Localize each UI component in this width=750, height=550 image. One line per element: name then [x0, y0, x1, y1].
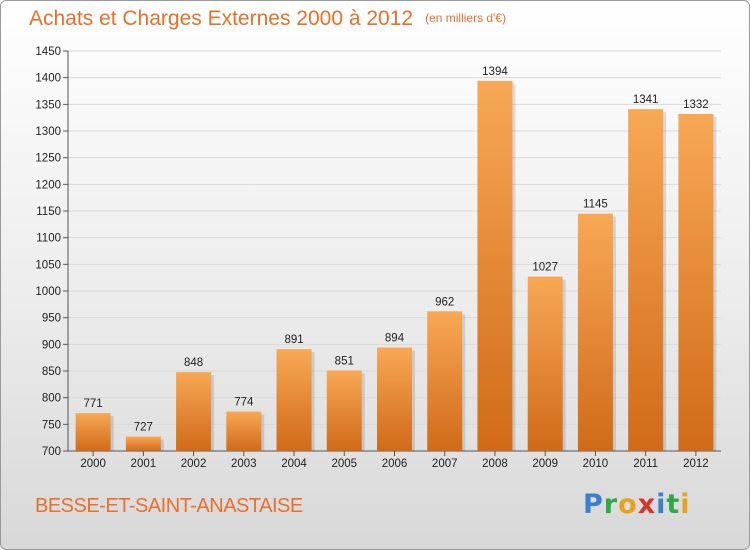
x-tick-label: 2004: [281, 458, 307, 470]
x-tick-label: 2006: [382, 458, 408, 470]
proxiti-logo: Proxiti: [583, 489, 691, 520]
bar-value-label: 962: [435, 296, 454, 308]
bar-value-label: 727: [134, 422, 153, 434]
y-tick-label: 750: [42, 419, 61, 431]
logo-letter: i: [656, 489, 667, 520]
bar-value-label: 848: [184, 357, 203, 369]
y-tick-label: 850: [42, 366, 61, 378]
y-tick-label: 1200: [35, 179, 61, 191]
bar: [527, 276, 563, 451]
bar: [427, 311, 463, 451]
bar-value-label: 771: [84, 398, 103, 410]
bar: [377, 347, 412, 451]
bar: [226, 411, 262, 451]
bar-value-label: 1027: [532, 262, 558, 274]
commune-name: BESSE-ET-SAINT-ANASTAISE: [35, 495, 303, 517]
logo-letter: t: [666, 489, 681, 520]
x-tick-label: 2005: [331, 458, 357, 470]
bar: [326, 370, 362, 451]
y-tick-label: 1350: [35, 99, 61, 111]
x-tick-label: 2010: [583, 458, 609, 470]
logo-letter: P: [583, 489, 604, 520]
x-tick-label: 2008: [482, 458, 508, 470]
y-tick-label: 900: [42, 339, 61, 351]
logo-letter: x: [637, 489, 657, 520]
chart-unit: (en milliers d'€): [425, 11, 507, 25]
y-tick-label: 1150: [36, 206, 61, 218]
x-tick-label: 2002: [181, 458, 207, 470]
bar: [577, 213, 613, 451]
x-tick-label: 2011: [633, 458, 658, 470]
bar-value-label: 1394: [482, 66, 508, 78]
bar-value-label: 774: [234, 397, 254, 409]
y-tick-label: 1000: [35, 286, 61, 298]
bar-value-label: 1145: [583, 199, 608, 211]
y-tick-label: 700: [42, 446, 61, 458]
bar: [678, 113, 714, 451]
x-tick-label: 2003: [231, 458, 257, 470]
labels: 700 750 800 850 900 950 1000 1050 1100 1150 1200 12…: [35, 46, 708, 470]
y-tick-label: 1450: [35, 46, 61, 58]
bar-value-label: 851: [335, 355, 354, 367]
y-tick-label: 1300: [35, 126, 61, 138]
bar: [176, 372, 212, 451]
x-tick-label: 2001: [131, 458, 157, 470]
logo-letter: r: [603, 489, 619, 520]
bars: [75, 80, 717, 451]
y-tick-label: 1100: [36, 233, 61, 245]
bar: [75, 413, 111, 451]
bar: [628, 109, 664, 451]
logo-letter: o: [618, 489, 638, 520]
y-tick-label: 1400: [35, 73, 61, 85]
bar-value-label: 891: [284, 334, 303, 346]
bar: [125, 436, 161, 451]
bar: [477, 80, 513, 451]
x-tick-label: 2009: [532, 458, 558, 470]
y-tick-label: 950: [42, 313, 61, 325]
bar-value-label: 894: [385, 333, 405, 345]
logo-letter: i: [680, 489, 691, 520]
y-tick-label: 1250: [35, 153, 61, 165]
bar-value-label: 1341: [633, 94, 659, 106]
x-tick-label: 2000: [80, 458, 106, 470]
y-tick-label: 1050: [35, 259, 61, 271]
y-tick-label: 800: [42, 393, 61, 405]
bar: [276, 349, 312, 451]
x-tick-label: 2012: [683, 458, 709, 470]
x-tick-label: 2007: [432, 458, 458, 470]
chart-title: Achats et Charges Externes 2000 à 2012 (e…: [29, 7, 506, 31]
bar-value-label: 1332: [683, 99, 709, 111]
chart-title-text: Achats et Charges Externes 2000 à 2012: [29, 7, 414, 30]
